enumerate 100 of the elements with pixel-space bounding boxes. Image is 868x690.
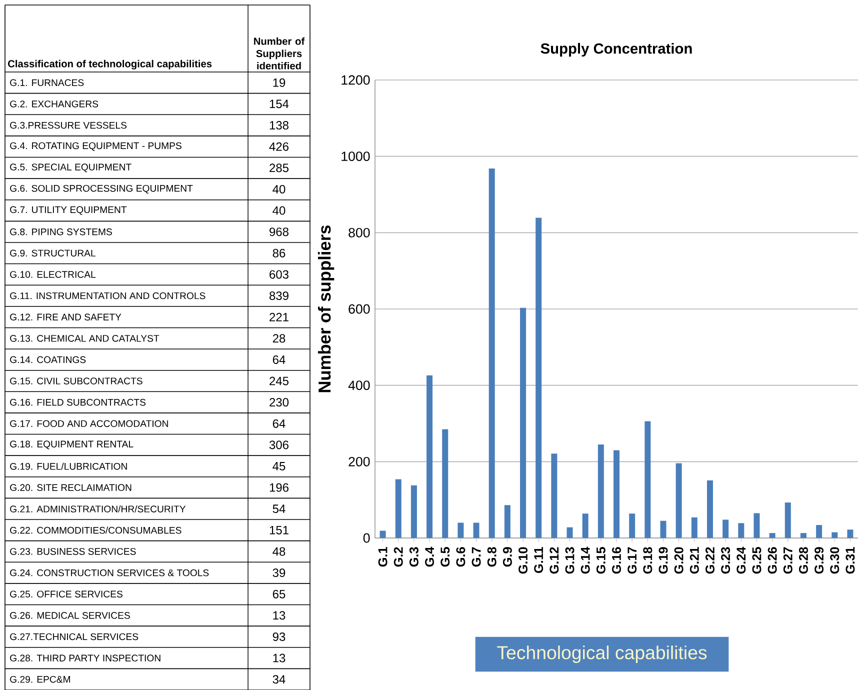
bar — [380, 530, 386, 538]
data-label: 154 — [270, 100, 289, 108]
y-tick-label: 1000 — [342, 152, 370, 162]
y-tick-label: 800 — [348, 228, 370, 238]
bar — [395, 479, 402, 538]
x-tick-label: G.16 — [612, 547, 621, 574]
bar — [504, 505, 510, 538]
data-label: 93 — [272, 632, 286, 641]
category-label: G.29. EPC&M — [10, 676, 70, 683]
y-tick-label: 1200 — [342, 75, 370, 85]
bar — [769, 533, 776, 538]
data-label: 48 — [272, 547, 286, 556]
x-tick-label: G.1 — [378, 547, 388, 567]
category-label: G.2. EXCHANGERS — [10, 100, 98, 108]
x-tick-label: G.27 — [783, 547, 792, 574]
bar — [847, 530, 854, 538]
bar — [520, 308, 526, 538]
category-label: G.9. STRUCTURAL — [10, 250, 96, 257]
bar — [629, 514, 636, 538]
bar — [426, 375, 433, 538]
category-label: G.15. CIVIL SUBCONTRACTS — [10, 378, 142, 384]
data-label: 221 — [270, 312, 288, 322]
bar — [784, 502, 791, 538]
data-label: 34 — [272, 675, 286, 684]
y-tick-label: 0 — [363, 533, 370, 543]
category-label: G.22. COMMODITIES/CONSUMABLES — [10, 526, 182, 534]
x-tick-label: G.17 — [628, 547, 637, 574]
data-label: 306 — [269, 440, 288, 450]
bar — [800, 533, 806, 538]
data-label: 19 — [273, 78, 286, 87]
category-label: G.1. FURNACES — [10, 79, 84, 86]
y-axis-title: Number of suppliers — [318, 225, 334, 392]
bar — [722, 520, 729, 538]
bar — [832, 532, 838, 538]
data-label: 245 — [270, 376, 289, 386]
bar — [488, 168, 495, 538]
x-tick-label: G.5 — [440, 547, 450, 567]
x-tick-label: G.26 — [768, 547, 777, 574]
category-label: G.20. SITE RECLAIMATION — [10, 484, 132, 491]
bar — [614, 450, 620, 538]
data-label: 839 — [270, 292, 288, 300]
data-label: 196 — [270, 483, 288, 492]
x-axis-title: Technological capabilities — [497, 646, 707, 663]
x-tick-label: G.14 — [580, 546, 590, 574]
bar — [473, 522, 480, 538]
x-tick-label: G.18 — [643, 547, 652, 574]
bar — [458, 522, 464, 538]
data-label: 28 — [272, 334, 286, 343]
bar — [754, 513, 760, 538]
x-tick-label: G.23 — [721, 547, 730, 574]
bar — [410, 485, 417, 538]
bar — [816, 525, 822, 538]
x-tick-label: G.4 — [425, 546, 434, 567]
x-tick-label: G.7 — [472, 547, 481, 567]
category-label: G.23. BUSINESS SERVICES — [10, 548, 136, 555]
category-label: G.5. SPECIAL EQUIPMENT — [10, 164, 132, 172]
bar — [582, 514, 588, 538]
data-label: 45 — [272, 462, 286, 470]
data-label: 13 — [273, 654, 286, 662]
data-label: 151 — [270, 526, 288, 534]
category-label: G.27.TECHNICAL SERVICES — [10, 633, 138, 640]
category-label: G.16. FIELD SUBCONTRACTS — [10, 398, 146, 406]
x-tick-label: G.31 — [846, 547, 855, 574]
bar — [660, 520, 666, 538]
x-tick-label: G.11 — [534, 547, 544, 573]
x-tick-label: G.3 — [409, 547, 418, 567]
category-label: G.7. UTILITY EQUIPMENT — [10, 206, 127, 215]
x-tick-label: G.6 — [456, 547, 466, 567]
category-label: G.4. ROTATING EQUIPMENT - PUMPS — [10, 142, 182, 151]
category-label: G.8. PIPING SYSTEMS — [10, 228, 112, 236]
category-label: G.14. COATINGS — [10, 356, 86, 364]
category-label: G.26. MEDICAL SERVICES — [10, 612, 130, 619]
chart-title: Supply Concentration — [540, 42, 692, 57]
x-tick-label: G.15 — [596, 547, 606, 574]
bar — [676, 463, 682, 538]
text: Number of Suppliers identified — [254, 37, 305, 70]
data-label: 86 — [272, 248, 286, 258]
x-tick-label: G.20 — [674, 547, 684, 574]
x-tick-label: G.24 — [736, 546, 746, 574]
data-label: 285 — [270, 164, 289, 172]
category-label: G.3.PRESSURE VESSELS — [10, 122, 127, 129]
category-label: G.11. INSTRUMENTATION AND CONTROLS — [10, 292, 206, 300]
bar — [598, 444, 604, 538]
category-label: G.12. FIRE AND SAFETY — [10, 314, 122, 320]
bar — [644, 421, 651, 538]
data-label: 65 — [272, 590, 286, 598]
category-label: G.13. CHEMICAL AND CATALYST — [10, 334, 160, 342]
data-label: 39 — [272, 568, 286, 578]
bar — [738, 523, 744, 538]
category-label: G.18. EQUIPMENT RENTAL — [10, 440, 134, 450]
x-tick-label: G.10 — [518, 547, 528, 574]
y-tick-label: 600 — [348, 304, 370, 314]
bar — [442, 429, 448, 538]
y-tick-label: 200 — [348, 456, 370, 466]
x-tick-label: G.8 — [487, 547, 496, 567]
category-label: G.17. FOOD AND ACCOMODATION — [10, 420, 168, 428]
x-tick-label: G.19 — [658, 547, 668, 574]
x-tick-label: G.25 — [752, 547, 762, 574]
data-label: 40 — [272, 184, 286, 194]
bar — [566, 527, 573, 538]
